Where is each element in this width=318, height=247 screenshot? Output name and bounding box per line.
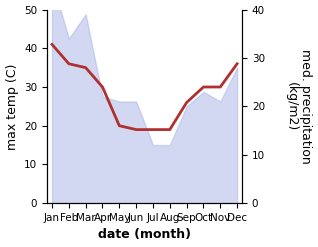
Y-axis label: max temp (C): max temp (C): [5, 63, 18, 149]
Y-axis label: med. precipitation
(kg/m2): med. precipitation (kg/m2): [284, 49, 313, 164]
X-axis label: date (month): date (month): [98, 228, 191, 242]
